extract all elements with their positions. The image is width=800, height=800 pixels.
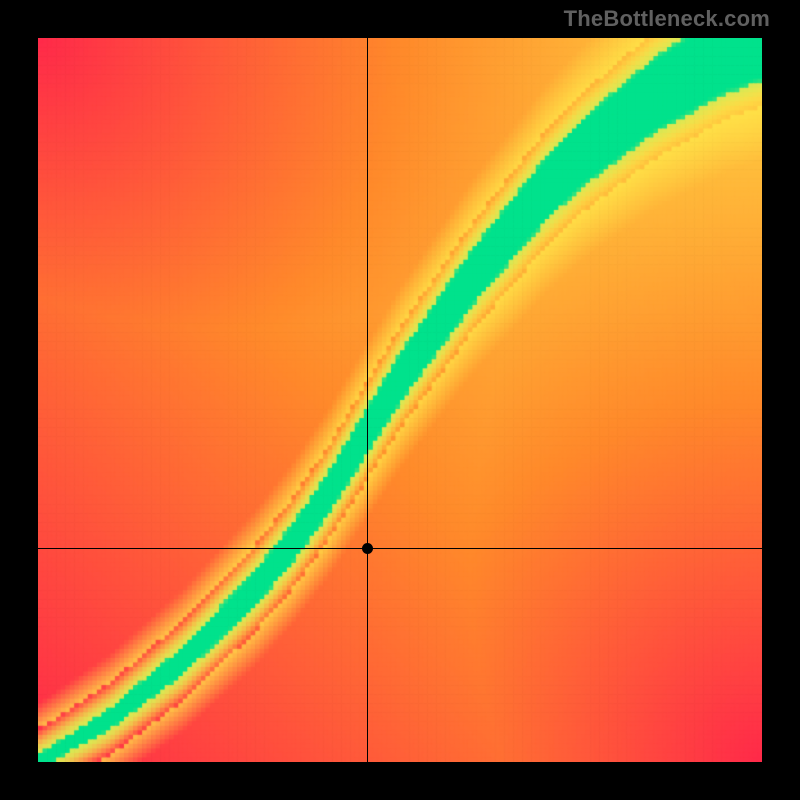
crosshair-horizontal <box>38 548 762 549</box>
chart-container: TheBottleneck.com <box>0 0 800 800</box>
heatmap-plot <box>38 38 762 762</box>
crosshair-vertical <box>367 38 368 762</box>
crosshair-marker <box>362 543 373 554</box>
watermark-text: TheBottleneck.com <box>564 6 770 32</box>
